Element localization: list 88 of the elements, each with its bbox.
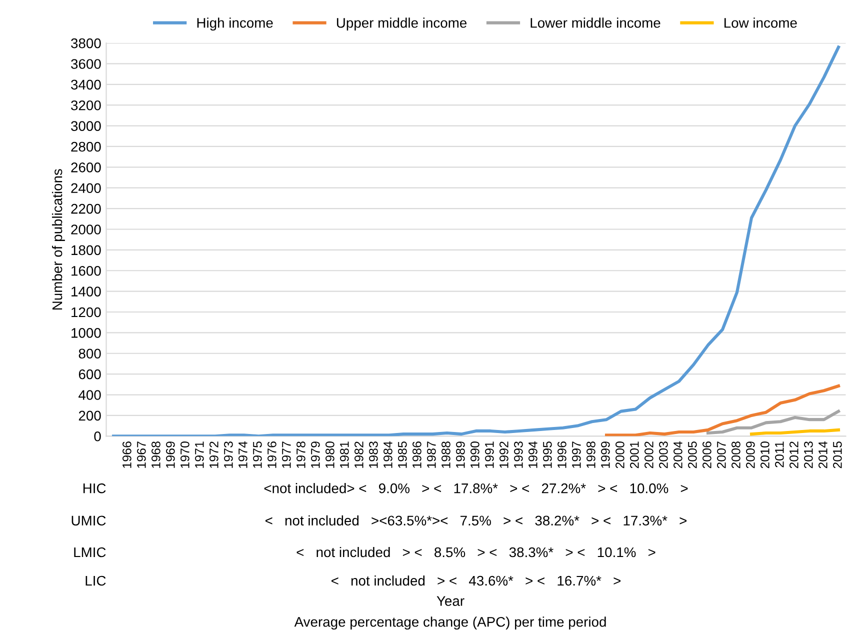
x-tick-label: 1967 [137, 442, 146, 468]
x-tick-label: 2001 [630, 442, 639, 468]
x-tick-label: 2003 [659, 442, 668, 468]
text: < not included > < 43.6%* > < 16.7%* > [332, 575, 620, 586]
x-tick-label: 1986 [412, 442, 422, 468]
y-tick-label: 2000 [71, 224, 101, 234]
x-tick-label: 1984 [384, 441, 392, 468]
x-tick-label: 1989 [456, 442, 465, 468]
x-tick-label: 1996 [558, 442, 566, 468]
x-tick-label: 2011 [775, 442, 784, 468]
x-tick-label: 1998 [586, 442, 596, 468]
y-tick-label: 3200 [71, 100, 101, 110]
legend-label: High income [197, 18, 273, 31]
x-tick-label: 2006 [702, 442, 712, 468]
y-tick-label: 2600 [71, 162, 101, 172]
text: HIC [83, 483, 106, 494]
text: UMIC [72, 516, 106, 526]
y-tick-label: 600 [78, 369, 101, 380]
line-series [604, 384, 840, 436]
x-tick-label: 1971 [195, 442, 204, 468]
x-tick-label: 2000 [616, 441, 624, 468]
x-tick-label: 1979 [311, 442, 320, 468]
x-tick-label: 2008 [732, 442, 740, 468]
x-tick-label: 1999 [601, 442, 610, 468]
x-tick-label: 1997 [572, 442, 581, 468]
x-tick-label: 1981 [340, 442, 349, 468]
x-tick-label: 1974 [238, 441, 248, 468]
text: LIC [86, 576, 106, 586]
x-tick-label: 2002 [644, 442, 654, 468]
x-tick-label: 1978 [296, 442, 306, 468]
x-tick-label: 2007 [717, 442, 726, 468]
y-tick-label: 0 [94, 431, 101, 442]
x-tick-label: 2004 [674, 441, 682, 468]
x-tick-label: 1993 [514, 442, 523, 468]
y-axis-title: Number of publications [52, 169, 65, 310]
text: Average percentage change (APC) per time period [294, 616, 606, 630]
y-tick-label: 800 [78, 348, 101, 359]
y-tick-label: 1600 [72, 266, 101, 276]
x-tick-label: 1975 [253, 442, 262, 468]
y-tick-label: 1800 [72, 245, 101, 256]
x-tick-label: 1995 [543, 442, 552, 468]
legend-label: Low income [724, 18, 797, 28]
x-tick-label: 1966 [122, 442, 132, 468]
y-tick-label: 1000 [72, 328, 101, 338]
text: LMIC [74, 547, 106, 558]
text: < not included ><63.5%*>< 7.5% > < 38.2%* > < 17.3%* > [266, 515, 687, 526]
y-tick-label: 200 [78, 410, 101, 421]
x-tick-label: 1973 [224, 442, 233, 468]
x-tick-label: 1987 [427, 442, 436, 468]
x-tick-label: 2012 [790, 442, 798, 468]
y-tick-label: 3400 [71, 80, 101, 90]
x-tick-label: 1994 [528, 441, 538, 468]
x-tick-label: 2015 [833, 442, 842, 468]
x-tick-label: 1990 [470, 441, 480, 468]
x-tick-label: 1980 [326, 441, 334, 468]
line-series [706, 410, 840, 435]
y-tick-label: 2800 [71, 142, 101, 152]
x-tick-label: 2005 [688, 442, 697, 468]
y-tick-label: 3800 [71, 38, 101, 48]
x-tick-label: 1969 [166, 442, 175, 468]
legend-label: Lower middle income [530, 18, 660, 28]
legend-label: Upper middle income [336, 18, 467, 31]
y-tick-label: 400 [78, 390, 101, 400]
y-tick-label: 1200 [72, 307, 101, 318]
text: Year [436, 596, 464, 606]
x-tick-label: 1991 [485, 442, 494, 468]
x-tick-label: 2013 [804, 442, 813, 468]
x-tick-label: 2009 [746, 442, 755, 468]
y-tick-label: 2400 [71, 183, 101, 194]
x-tick-label: 1982 [354, 442, 364, 468]
text: < not included > < 8.5% > < 38.3%* > < 10.1% > [296, 546, 656, 558]
text: <not included> < 9.0% > < 17.8%* > < 27.2%* > < 10.0% > [264, 483, 688, 494]
x-tick-label: 1972 [210, 442, 218, 468]
x-tick-label: 1976 [268, 442, 276, 468]
x-tick-label: 2010 [760, 441, 770, 468]
y-tick-label: 3000 [71, 121, 101, 131]
x-tick-label: 1977 [282, 442, 291, 468]
y-tick-label: 1400 [72, 286, 101, 296]
x-tick-label: 1985 [398, 442, 407, 468]
line-series [112, 46, 840, 436]
x-tick-label: 1983 [369, 442, 378, 468]
y-tick-label: 3600 [71, 59, 101, 69]
x-tick-label: 2014 [818, 441, 828, 468]
y-tick-label: 2200 [71, 204, 101, 214]
x-tick-label: 1970 [180, 441, 190, 468]
x-tick-label: 1992 [500, 442, 508, 468]
x-tick-label: 1988 [442, 442, 450, 468]
x-tick-label: 1968 [152, 442, 160, 468]
